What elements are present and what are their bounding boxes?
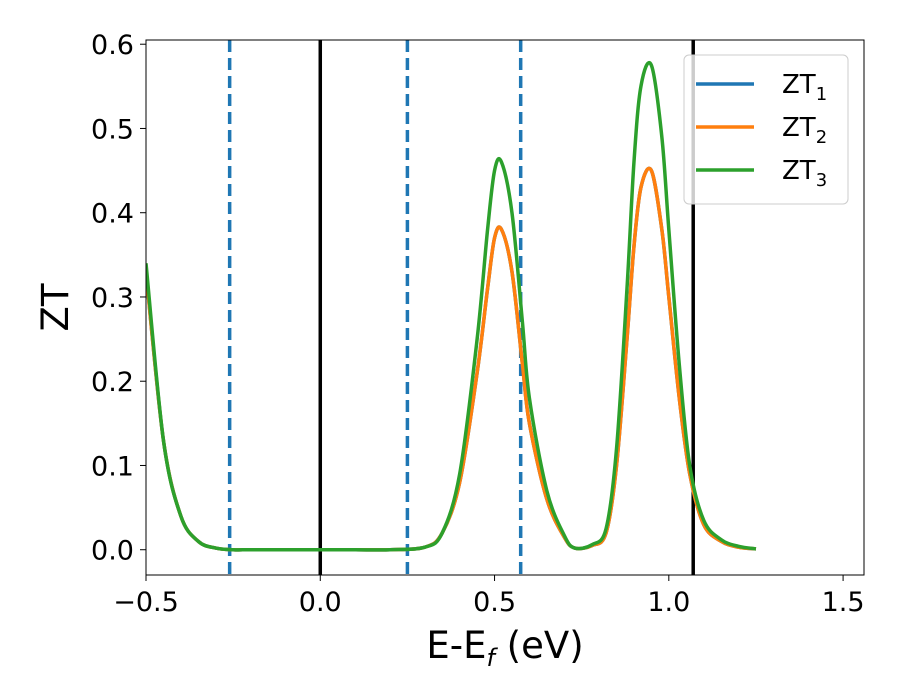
legend-label-2: ZT2: [782, 113, 827, 148]
legend-label-3: ZT3: [782, 156, 827, 191]
x-tick-label: 0.0: [299, 587, 342, 618]
y-axis-label: ZT: [34, 283, 77, 331]
series-line-3: [146, 60, 757, 552]
x-axis-label: E-Ef (eV): [426, 624, 583, 672]
plot-area: [146, 40, 757, 575]
ticks: −0.5 0.0 0.5 1.0 1.5 0.0 0.1 0.2 0.3 0.4 0.5 0.6: [91, 30, 865, 618]
series-line-1: [146, 166, 757, 552]
y-tick-label: 0.4: [91, 199, 134, 230]
x-tick-label: 1.5: [822, 587, 865, 618]
y-tick-label: 0.1: [91, 451, 134, 482]
y-tick-label: 0.5: [91, 114, 134, 145]
legend-box: [683, 54, 849, 205]
x-tick-label: 1.0: [647, 587, 690, 618]
legend-label-1: ZT1: [782, 70, 827, 105]
series-line-2: [146, 166, 757, 552]
y-tick-label: 0.0: [91, 536, 134, 567]
legend: ZT1 ZT2 ZT3: [683, 54, 849, 205]
y-tick-label: 0.2: [91, 367, 134, 398]
y-tick-label: 0.3: [91, 283, 134, 314]
x-tick-label: −0.5: [113, 587, 179, 618]
x-tick-label: 0.5: [473, 587, 516, 618]
y-tick-label: 0.6: [91, 30, 134, 61]
axes-frame: [145, 39, 865, 576]
